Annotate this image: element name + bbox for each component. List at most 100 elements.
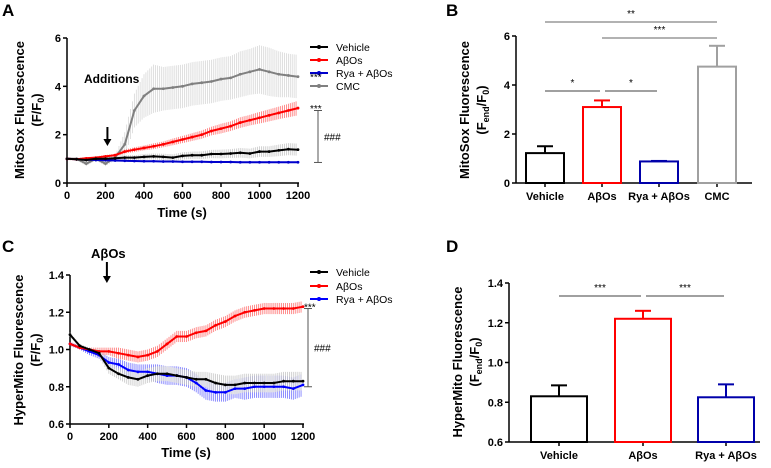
panel-a-x-tick-label: 0 <box>64 190 70 202</box>
panel-a-data-point <box>267 150 271 153</box>
panel-c-data-point <box>97 351 101 355</box>
panel-a-data-point <box>219 127 223 131</box>
panel-b-bar <box>697 65 737 184</box>
panel-c-data-point <box>291 307 295 310</box>
panel-c-data-point <box>194 331 198 335</box>
panel-d-category-label: Rya + AβOs <box>695 450 757 462</box>
panel-c-data-point <box>223 390 227 394</box>
panel-b-y-tick-label: 2 <box>504 129 510 141</box>
panel-a-data-point <box>190 82 194 86</box>
panel-c-data-point <box>155 372 159 376</box>
panel-c-x-axis-label: Time (s) <box>161 445 211 460</box>
panel-c-data-point <box>146 370 150 374</box>
panel-a-arrow-head-icon <box>103 139 112 146</box>
panel-a-data-point <box>181 84 184 88</box>
panel-c-data-point <box>68 333 72 336</box>
panel-a-legend-marker <box>317 84 321 88</box>
panel-a-data-point <box>171 156 175 160</box>
panel-a-data-point <box>286 109 290 112</box>
panel-a-data-point <box>248 118 252 122</box>
panel-c-data-point <box>88 348 91 351</box>
panel-c-data-point <box>243 381 247 385</box>
panel-d-y-tick-label: 1.2 <box>488 318 503 330</box>
panel-a-data-point <box>104 155 107 158</box>
panel-a-legend-label: CMC <box>336 81 360 93</box>
panel-a-data-point <box>171 140 175 144</box>
panel-a-data-point <box>152 159 156 163</box>
panel-c-data-point <box>262 381 266 385</box>
panel-c-data-point <box>253 381 256 385</box>
panel-d-bar <box>614 317 672 443</box>
panel-c-data-point <box>117 351 120 355</box>
panel-a-x-tick-label: 600 <box>173 190 191 202</box>
panel-c-data-point <box>301 379 305 383</box>
panel-a-data-point <box>277 111 281 115</box>
panel-c-data-point <box>233 387 237 391</box>
panel-a-data-point <box>123 156 127 160</box>
panel-c-data-point <box>126 353 130 357</box>
panel-b-significance-label: * <box>571 78 575 89</box>
panel-c-data-point <box>185 376 188 379</box>
panel-c-data-point <box>146 374 150 377</box>
panel-a-data-point <box>277 160 281 164</box>
panel-a-legend-label: AβOs <box>336 55 362 67</box>
panel-d-y-tick-label: 0.8 <box>488 397 503 409</box>
panel-a-data-point <box>84 162 88 166</box>
panel-c-x-tick-label: 200 <box>100 431 118 443</box>
panel-a-data-point <box>104 157 107 161</box>
panel-d-category-label: Vehicle <box>540 450 578 462</box>
panel-d-significance-label: *** <box>679 283 691 294</box>
panel-a-x-tick-label: 800 <box>212 190 230 202</box>
panel-a-data-point <box>219 152 223 156</box>
panel-a-data-point <box>171 160 175 163</box>
panel-a-data-point <box>104 162 107 166</box>
panel-c-legend-label: Rya + AβOs <box>336 294 393 306</box>
panel-a-x-tick-label: 1200 <box>286 190 310 202</box>
panel-c-data-point <box>136 370 140 374</box>
panel-c-data-point <box>214 323 218 327</box>
panel-c-y-axis-unit: (F/F0) <box>28 333 45 366</box>
panel-a-data-point <box>142 94 146 98</box>
panel-a-data-point <box>286 160 290 164</box>
panel-b-category-label: CMC <box>704 191 729 203</box>
panel-c-data-point <box>253 385 256 389</box>
panel-a-data-point <box>248 160 252 164</box>
panel-a-data-point <box>286 147 290 151</box>
panel-a-data-point <box>267 160 271 164</box>
panel-a-data-point <box>209 152 213 156</box>
panel-a-legend-label: Vehicle <box>336 42 370 54</box>
panel-d-y-tick-label: 1.0 <box>488 358 503 370</box>
panel-c-data-point <box>165 372 169 376</box>
panel-a-data-point <box>296 106 300 110</box>
panel-a-y-tick-label: 6 <box>55 33 61 45</box>
panel-b-category-label: AβOs <box>587 191 616 203</box>
panel-c-data-point <box>117 363 120 366</box>
panel-a-data-point <box>161 160 165 163</box>
panel-a-data-point <box>258 68 261 71</box>
panel-a-data-point <box>142 155 146 159</box>
panel-c-legend-marker <box>317 297 321 301</box>
panel-a-data-point <box>209 80 213 83</box>
panel-a-data-point <box>258 160 261 164</box>
panel-a-significance-label: *** <box>310 73 322 84</box>
panel-a-data-point <box>209 160 213 164</box>
panel-a-data-point <box>123 142 127 146</box>
panel-a-data-point <box>248 152 252 155</box>
panel-a-data-point <box>113 159 117 162</box>
panel-d-y-tick-label: 1.4 <box>488 278 504 290</box>
panel-c-data-point <box>126 376 130 379</box>
panel-a-data-point <box>267 113 271 117</box>
panel-c-data-point <box>282 307 285 310</box>
panel-a-data-point <box>238 121 242 124</box>
panel-c-data-point <box>223 320 227 323</box>
panel-c-legend-label: Vehicle <box>336 267 370 279</box>
panel-a-data-point <box>219 160 223 164</box>
panel-c-data-point <box>204 377 208 381</box>
panel-a-data-point <box>94 157 98 161</box>
panel-a-data-point <box>152 144 156 148</box>
panel-label-b: B <box>446 1 458 20</box>
panel-b-y-tick-label: 6 <box>504 31 510 43</box>
panel-a-data-point <box>296 160 300 164</box>
panel-a-data-point <box>132 109 136 112</box>
panel-a-data-point <box>152 87 156 91</box>
